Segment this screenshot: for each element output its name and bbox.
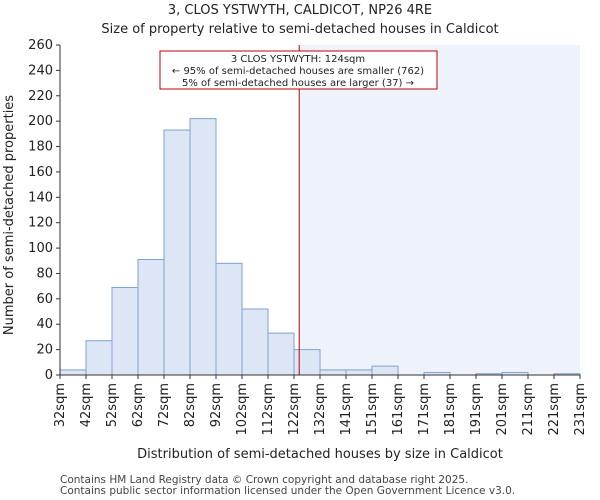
x-tick-label: 201sqm — [495, 383, 510, 436]
x-tick-label: 92sqm — [209, 383, 224, 427]
bar-102sqm — [241, 308, 269, 376]
x-tick-label: 181sqm — [443, 383, 458, 436]
y-tick-label: 120 — [28, 216, 53, 231]
chart-title: 3, CLOS YSTWYTH, CALDICOT, NP26 4RE — [168, 3, 432, 18]
x-tick-label: 231sqm — [573, 383, 588, 436]
y-tick-label: 0 — [45, 368, 53, 383]
annotation-frame — [159, 50, 438, 90]
x-axis-label: Distribution of semi-detached houses by … — [137, 447, 503, 462]
x-tick-label: 132sqm — [313, 383, 328, 436]
chart-subtitle: Size of property relative to semi-detach… — [101, 22, 498, 37]
y-tick-label: 40 — [36, 317, 53, 332]
x-tick-label: 42sqm — [79, 383, 94, 427]
y-tick-label: 20 — [36, 343, 53, 358]
x-tick-label: 191sqm — [469, 383, 484, 436]
x-tick-label: 72sqm — [157, 383, 172, 427]
annotation-box: 3 CLOS YSTWYTH: 124sqm ← 95% of semi-det… — [159, 50, 438, 90]
x-tick-label: 112sqm — [261, 383, 276, 436]
x-tick-label: 161sqm — [391, 383, 406, 436]
bars-group — [59, 118, 581, 376]
x-tick-label: 151sqm — [365, 383, 380, 436]
bar-92sqm — [215, 262, 243, 376]
annotation-line-3: 5% of semi-detached houses are larger (3… — [182, 78, 414, 89]
bar-141sqm — [345, 369, 373, 376]
annotation-line-2: ← 95% of semi-detached houses are smalle… — [172, 66, 424, 77]
bar-151sqm — [371, 365, 399, 376]
bar-112sqm — [267, 332, 295, 376]
footer-line-2: Contains public sector information licen… — [60, 485, 515, 497]
x-tick-label: 211sqm — [521, 383, 536, 436]
y-tick-label: 260 — [28, 38, 53, 53]
y-axis: 0 20 40 60 80 100 120 140 160 180 200 220 240 260 — [28, 38, 61, 383]
bar-72sqm — [163, 129, 191, 376]
y-tick-label: 200 — [28, 114, 53, 129]
y-tick-label: 180 — [28, 140, 53, 155]
bar-82sqm — [189, 118, 217, 376]
bar-62sqm — [137, 259, 165, 376]
y-tick-label: 160 — [28, 165, 53, 180]
x-tick-label: 82sqm — [183, 383, 198, 427]
x-tick-label: 52sqm — [105, 383, 120, 427]
y-tick-label: 60 — [36, 292, 53, 307]
bar-52sqm — [111, 286, 139, 376]
x-tick-label: 62sqm — [131, 383, 146, 427]
bar-132sqm — [319, 369, 347, 376]
y-tick-label: 220 — [28, 89, 53, 104]
x-tick-label: 221sqm — [547, 383, 562, 436]
bar-122sqm — [293, 349, 321, 376]
footer-line-1: Contains HM Land Registry data © Crown c… — [60, 474, 468, 486]
y-axis-label: Number of semi-detached properties — [2, 95, 17, 335]
x-axis: 32sqm 42sqm 52sqm 62sqm 72sqm 82sqm 92sqm 102sq… — [53, 374, 588, 436]
x-tick-label: 122sqm — [287, 383, 302, 436]
y-tick-label: 240 — [28, 63, 53, 78]
y-tick-label: 80 — [36, 266, 53, 281]
annotation-line-1: 3 CLOS YSTWYTH: 124sqm — [231, 54, 365, 65]
bar-32sqm — [59, 369, 87, 376]
x-tick-label: 32sqm — [53, 383, 68, 427]
x-tick-label: 141sqm — [339, 383, 354, 436]
y-tick-label: 100 — [28, 241, 53, 256]
y-tick-label: 140 — [28, 190, 53, 205]
x-tick-label: 102sqm — [235, 383, 250, 436]
x-tick-label: 171sqm — [417, 383, 432, 436]
bar-42sqm — [85, 340, 113, 376]
larger-region-highlight — [299, 45, 580, 375]
